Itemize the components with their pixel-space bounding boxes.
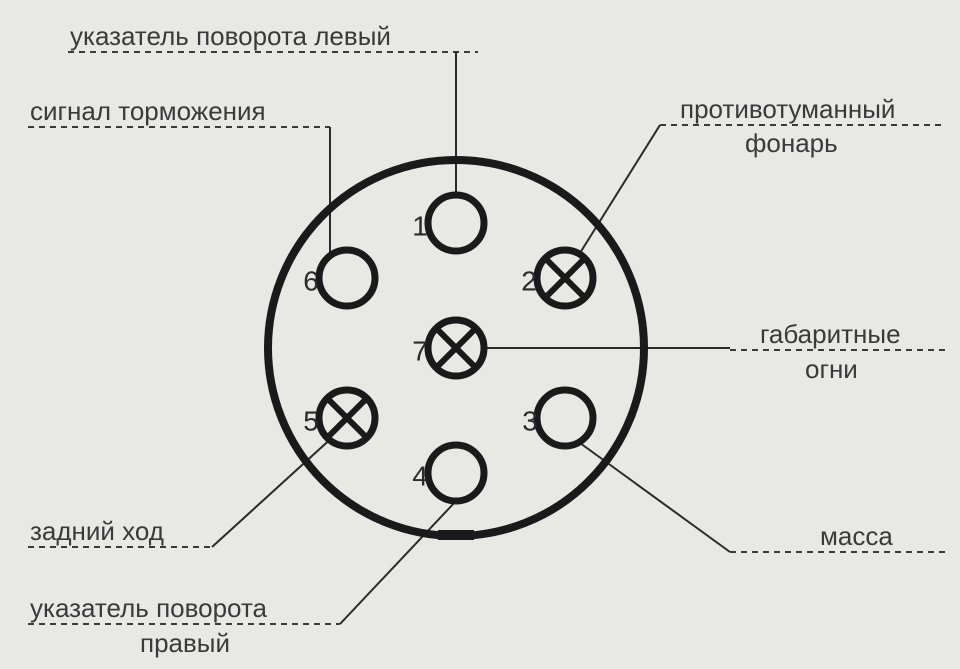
pin-1-number: 1 [412, 210, 428, 241]
label-pin2-text-1: противотуманный [680, 94, 895, 124]
label-pin5: задний ход [28, 435, 335, 547]
connector-notch [438, 530, 474, 540]
label-pin5-text: задний ход [30, 516, 164, 546]
label-pin7-text-2: огни [805, 354, 858, 384]
connector-diagram: указатель поворота левый сигнал торможен… [0, 0, 960, 669]
label-pin3: масса [580, 443, 945, 552]
label-pin7: габаритные огни [484, 319, 945, 384]
label-pin2: противотуманный фонарь [580, 94, 945, 253]
label-pin7-text-1: габаритные [760, 319, 901, 349]
pin-4: 4 [412, 445, 484, 501]
label-pin6: сигнал торможения [28, 96, 330, 260]
pin-3: 3 [522, 390, 593, 446]
label-pin2-text-2: фонарь [745, 128, 838, 158]
label-pin4-text-2: правый [140, 628, 230, 658]
pin-7-number: 7 [412, 335, 428, 366]
pin-6-number: 6 [303, 265, 319, 296]
pin-6: 6 [303, 250, 375, 306]
leader-pin4 [340, 501, 456, 624]
label-pin1-text: указатель поворота левый [70, 21, 391, 51]
pin-3-number: 3 [522, 405, 538, 436]
pin-5-number: 5 [303, 405, 319, 436]
pin-2-number: 2 [521, 265, 537, 296]
pin-1: 1 [412, 195, 484, 251]
pin-5: 5 [303, 390, 375, 446]
label-pin4-text-1: указатель поворота [30, 593, 268, 623]
leader-pin5 [212, 435, 335, 547]
pin-4-number: 4 [412, 460, 428, 491]
label-pin3-text: масса [820, 521, 893, 551]
label-pin6-text: сигнал торможения [30, 96, 266, 126]
pin-2: 2 [521, 250, 593, 306]
pin-7: 7 [412, 320, 484, 376]
leader-pin2 [580, 125, 660, 253]
